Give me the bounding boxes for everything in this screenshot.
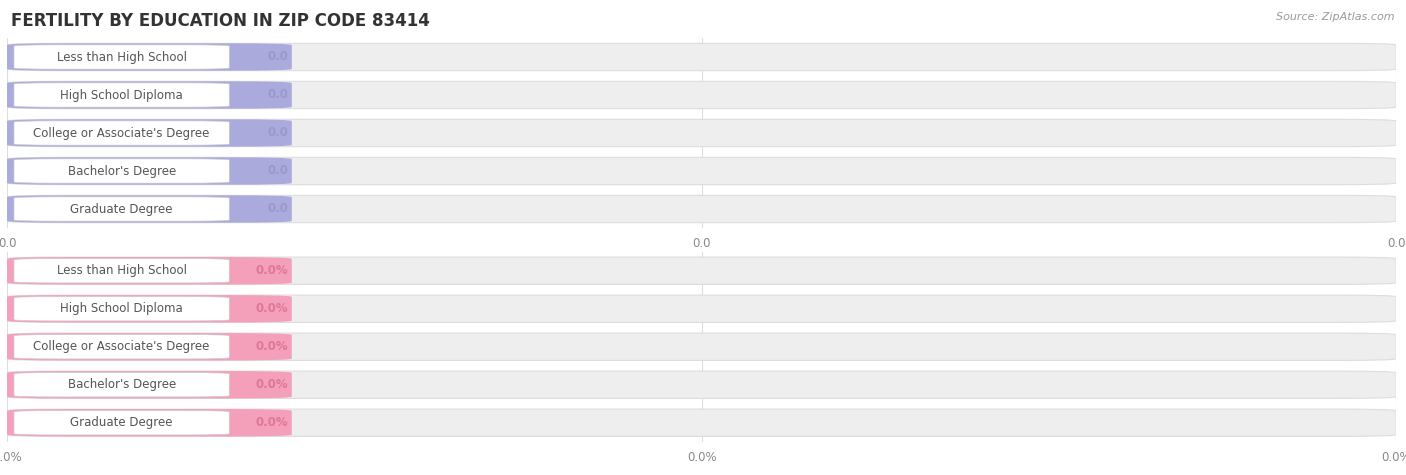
FancyBboxPatch shape (7, 157, 1396, 185)
Text: Bachelor's Degree: Bachelor's Degree (67, 378, 176, 391)
FancyBboxPatch shape (7, 81, 1396, 109)
FancyBboxPatch shape (7, 195, 292, 223)
FancyBboxPatch shape (7, 195, 1396, 223)
FancyBboxPatch shape (7, 295, 1396, 323)
FancyBboxPatch shape (7, 43, 1396, 71)
Text: 0.0: 0.0 (267, 164, 288, 178)
Text: 0.0: 0.0 (267, 50, 288, 64)
FancyBboxPatch shape (7, 409, 292, 437)
FancyBboxPatch shape (7, 119, 292, 147)
FancyBboxPatch shape (14, 372, 229, 397)
FancyBboxPatch shape (7, 371, 1396, 399)
FancyBboxPatch shape (7, 43, 292, 71)
FancyBboxPatch shape (7, 333, 292, 361)
Text: Less than High School: Less than High School (56, 50, 187, 64)
Text: 0.0: 0.0 (267, 202, 288, 216)
Text: 0.0: 0.0 (267, 88, 288, 102)
FancyBboxPatch shape (7, 371, 292, 399)
Text: 0.0%: 0.0% (256, 264, 288, 277)
FancyBboxPatch shape (14, 159, 229, 183)
Text: Graduate Degree: Graduate Degree (70, 202, 173, 216)
Text: Bachelor's Degree: Bachelor's Degree (67, 164, 176, 178)
Text: Less than High School: Less than High School (56, 264, 187, 277)
Text: 0.0%: 0.0% (256, 302, 288, 315)
FancyBboxPatch shape (14, 121, 229, 145)
FancyBboxPatch shape (14, 258, 229, 283)
Text: High School Diploma: High School Diploma (60, 302, 183, 315)
Text: 0.0%: 0.0% (256, 378, 288, 391)
Text: 0.0%: 0.0% (256, 416, 288, 429)
FancyBboxPatch shape (7, 157, 292, 185)
FancyBboxPatch shape (7, 333, 1396, 361)
Text: Source: ZipAtlas.com: Source: ZipAtlas.com (1277, 12, 1395, 22)
FancyBboxPatch shape (14, 83, 229, 107)
Text: 0.0: 0.0 (267, 126, 288, 140)
FancyBboxPatch shape (7, 257, 1396, 285)
Text: High School Diploma: High School Diploma (60, 88, 183, 102)
Text: 0.0%: 0.0% (256, 340, 288, 353)
FancyBboxPatch shape (14, 410, 229, 435)
FancyBboxPatch shape (14, 296, 229, 321)
Text: College or Associate's Degree: College or Associate's Degree (34, 340, 209, 353)
Text: Graduate Degree: Graduate Degree (70, 416, 173, 429)
FancyBboxPatch shape (14, 334, 229, 359)
FancyBboxPatch shape (7, 81, 292, 109)
FancyBboxPatch shape (14, 45, 229, 69)
FancyBboxPatch shape (7, 257, 292, 285)
FancyBboxPatch shape (7, 409, 1396, 437)
FancyBboxPatch shape (7, 295, 292, 323)
FancyBboxPatch shape (7, 119, 1396, 147)
Text: FERTILITY BY EDUCATION IN ZIP CODE 83414: FERTILITY BY EDUCATION IN ZIP CODE 83414 (11, 12, 430, 30)
FancyBboxPatch shape (14, 197, 229, 221)
Text: College or Associate's Degree: College or Associate's Degree (34, 126, 209, 140)
